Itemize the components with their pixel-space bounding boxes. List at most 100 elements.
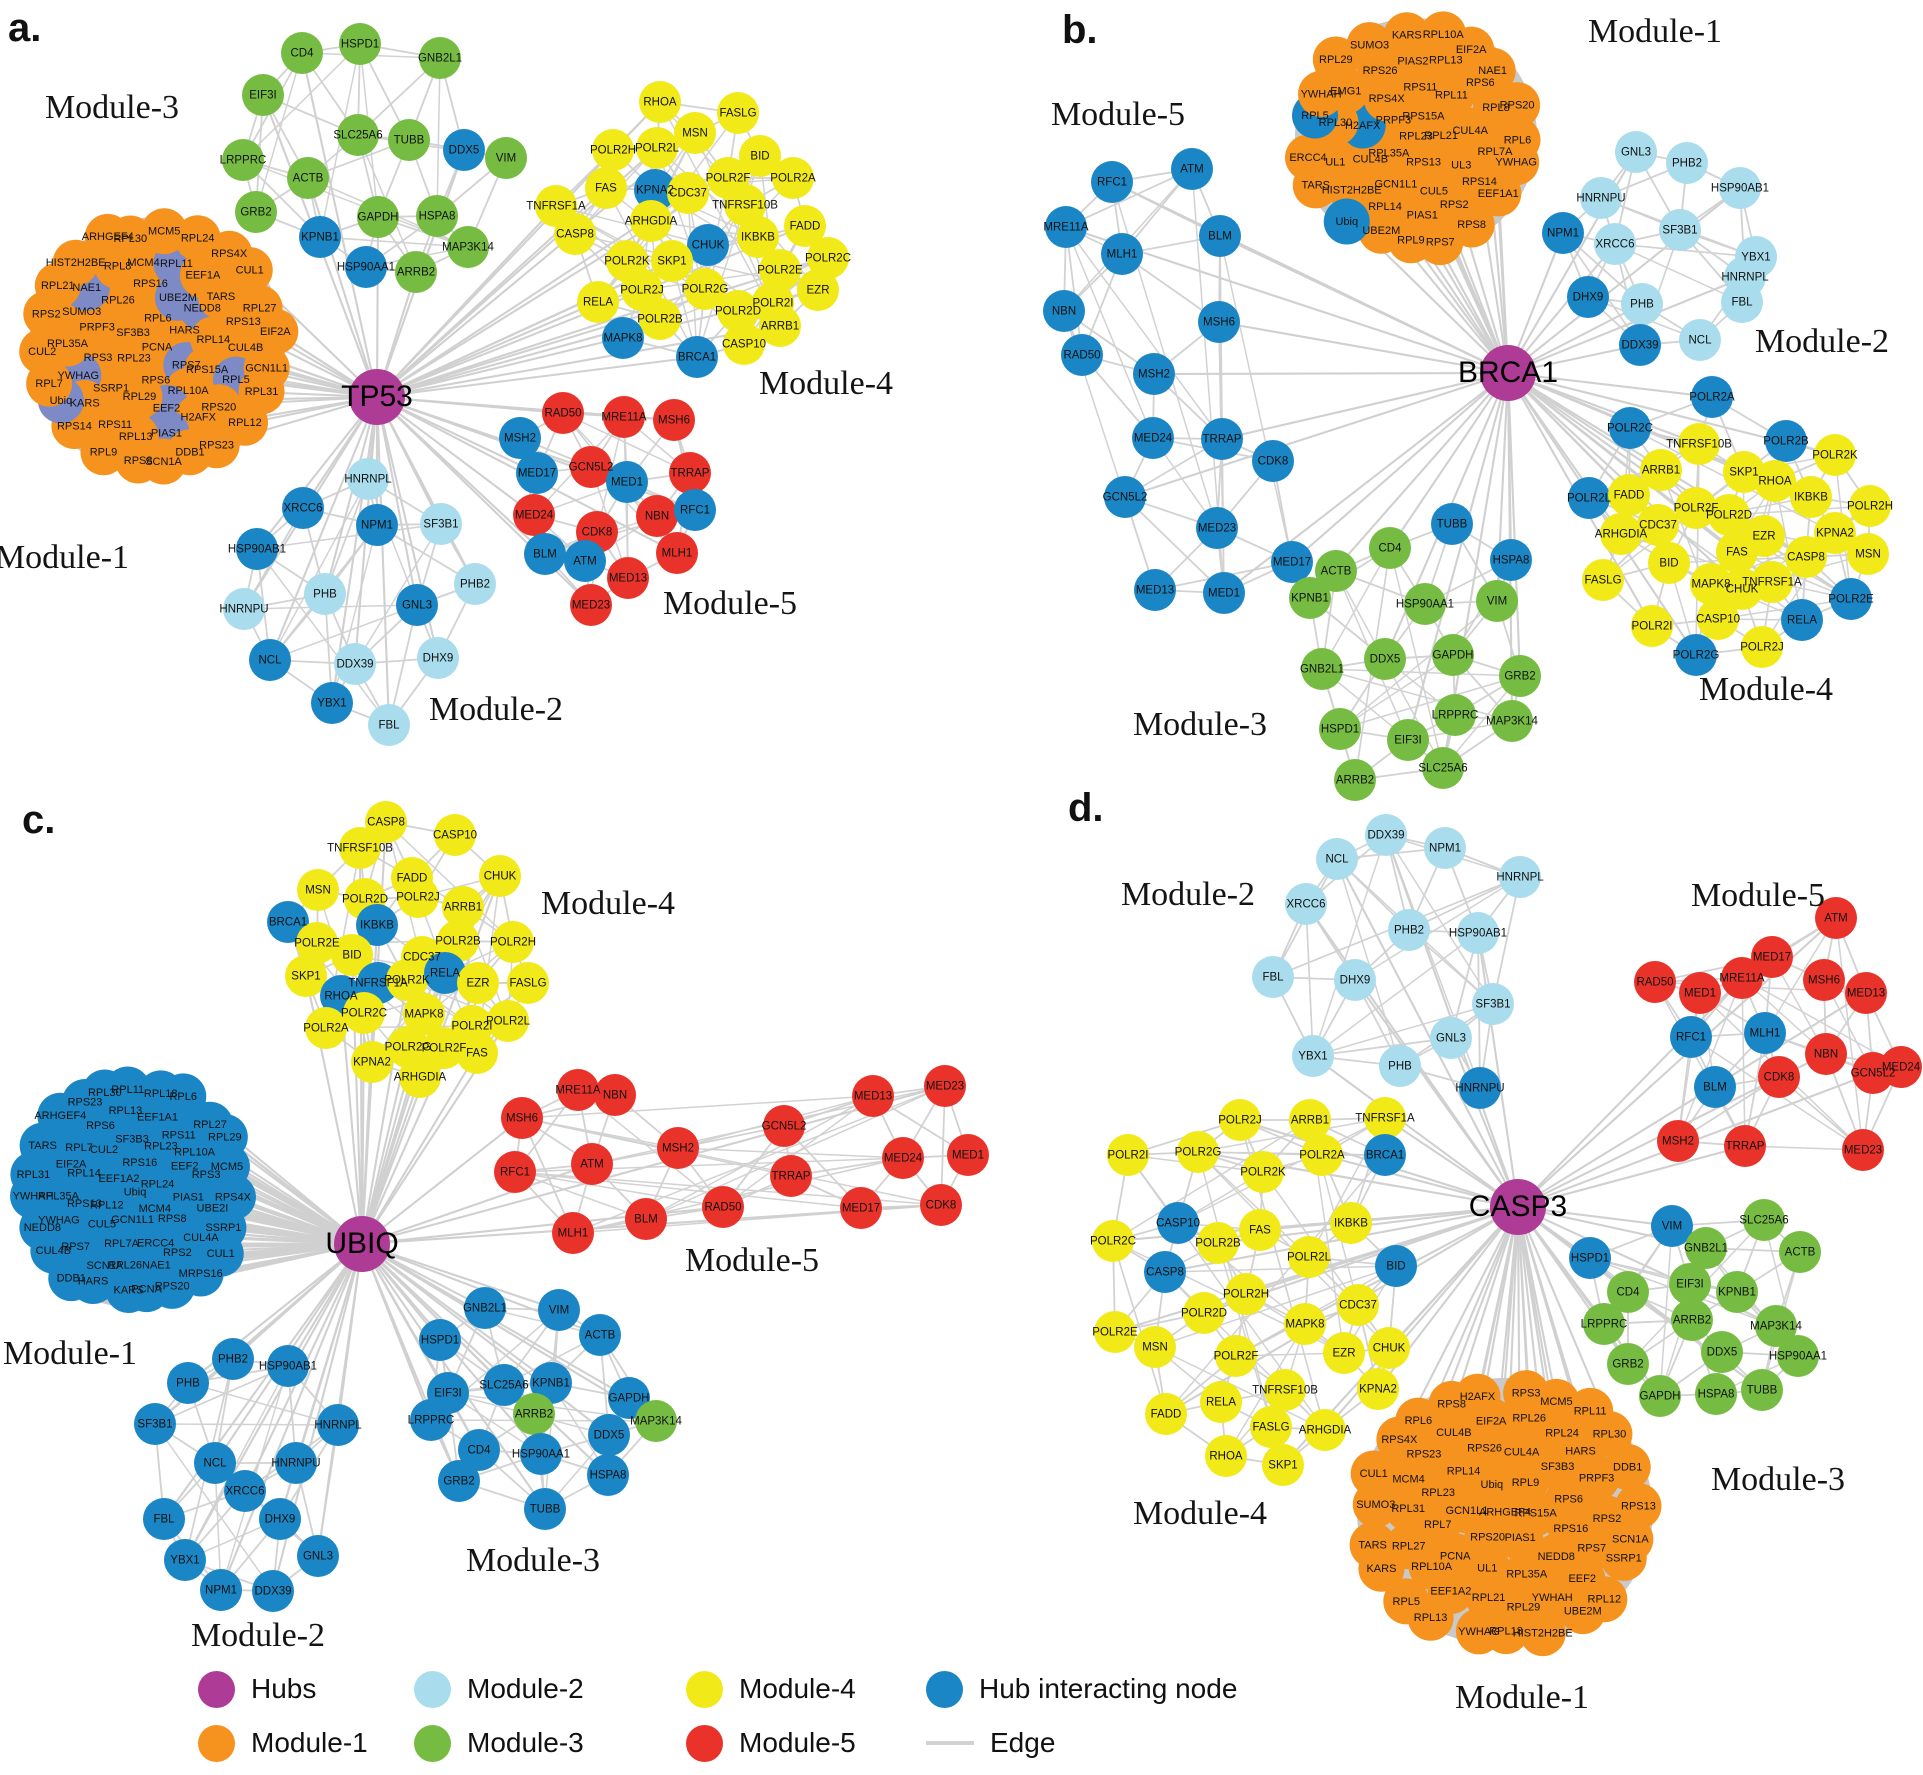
node-IKBKB [356,904,398,946]
node-ARRB1 [442,886,484,928]
node-label-POLR2J: POLR2J [1218,1115,1261,1127]
node-label-GCN5L2: GCN5L2 [569,462,614,474]
node-GNL3 [396,584,438,626]
edge [316,1243,364,1557]
node-label-MSH6: MSH6 [1808,975,1840,987]
node-label-RPL29: RPL29 [208,1131,242,1143]
node-MLH1 [1101,233,1143,275]
node-label-KPNB1: KPNB1 [301,232,339,244]
node-RPS8 [1428,1380,1475,1427]
node-label-MCM4: MCM4 [1392,1473,1424,1485]
node-label-MSH2: MSH2 [504,433,536,445]
node-SF3B1 [420,503,462,545]
node-label-EEF1A: EEF1A [186,270,222,282]
node-label-RPL6: RPL6 [169,1091,197,1103]
node-label-NCL: NCL [1688,335,1712,347]
node-MED13 [852,1075,894,1117]
hub-label-TP53: TP53 [341,380,413,413]
node-label-RELA: RELA [1787,615,1817,627]
node-FAS [585,167,627,209]
node-label-POLR2D: POLR2D [1181,1308,1227,1320]
node-label-RPS4X: RPS4X [211,248,248,260]
node-label-ARRB2: ARRB2 [1336,775,1374,787]
panel-letter-b: b. [1062,8,1098,52]
node-MSH2 [499,417,541,459]
node-label-UL1: UL1 [1477,1562,1497,1574]
node-label-POLR2K: POLR2K [384,975,430,987]
node-label-RPS11: RPS11 [162,1129,196,1141]
node-DDX39 [334,643,376,685]
node-EIF3I [1387,719,1429,761]
node-label-RPS4X: RPS4X [215,1192,252,1204]
legend-item-hub-interacting-node: Hub interacting node [926,1670,1356,1708]
node-YBX1 [1292,1035,1334,1077]
node-label-PIAS1: PIAS1 [1505,1532,1536,1544]
node-label-IKBKB: IKBKB [741,232,775,244]
node-label-NAE1: NAE1 [1478,65,1507,77]
node-PHB2 [1388,909,1430,951]
node-label-CHUK: CHUK [1726,584,1759,596]
node-FAS [1239,1209,1281,1251]
node-label-VIM: VIM [496,153,516,165]
node-label-ARHGEF4: ARHGEF4 [1479,1506,1531,1518]
legend-label: Module-2 [467,1673,584,1704]
node-DDX5 [588,1414,630,1456]
node-label-RHOA: RHOA [324,991,358,1003]
node-POLR2A [305,1007,347,1049]
node-label-HNRNPU: HNRNPU [1576,193,1625,205]
node-label-YBX1: YBX1 [170,1555,199,1567]
legend-item-module-5: Module-5 [686,1724,926,1762]
node-HNRNPU [1459,1067,1501,1109]
node-MED1 [947,1134,989,1176]
node-YBX1 [164,1539,206,1581]
node-RPL14 [1440,1447,1487,1494]
node-label-MRE11A: MRE11A [555,1085,600,1097]
node-label-RPS6: RPS6 [1466,77,1495,89]
node-POLR2L [1568,477,1610,519]
node-label-NEDD8: NEDD8 [24,1222,61,1234]
node-label-POLR2B: POLR2B [435,936,481,948]
node-LRPPRC [1583,1303,1625,1345]
node-label-KPNB1: KPNB1 [1718,1287,1756,1299]
node-label-TNFRSF10B: TNFRSF10B [1252,1385,1318,1397]
node-MAPK8 [1690,563,1732,605]
node-label-RPS4X: RPS4X [1369,93,1406,105]
edge [521,1095,874,1119]
node-label-GAPDH: GAPDH [1640,1391,1681,1403]
node-label-SF3B1: SF3B1 [423,519,458,531]
node-label-DDX39: DDX39 [1367,830,1404,842]
node-label-YBX1: YBX1 [1298,1051,1327,1063]
edge [376,301,599,398]
node-label-EIF3I: EIF3I [249,90,276,102]
node-MSN [297,869,339,911]
node-label-POLR2L: POLR2L [635,143,680,155]
node-label-NBN: NBN [645,511,669,523]
node-label-RPS20: RPS20 [155,1280,190,1292]
node-BRCA1 [676,336,718,378]
node-NCL [194,1442,236,1484]
node-label-HSPD1: HSPD1 [1321,724,1359,736]
node-label-RPS2: RPS2 [1440,199,1469,211]
node-TNFRSF10B [1678,423,1720,465]
node-label-GAPDH: GAPDH [358,212,399,224]
module-label-module-3: Module-3 [1711,1461,1845,1498]
node-label-EEF2: EEF2 [153,402,181,414]
node-FASLG [507,962,549,1004]
node-CD4 [458,1429,500,1471]
legend-item-module-1: Module-1 [198,1724,414,1762]
node-label-HIST2H2BE: HIST2H2BE [1513,1628,1573,1640]
node-VIM [485,137,527,179]
node-CASP10 [1157,1202,1199,1244]
node-MED24 [1132,417,1174,459]
node-label-HNRNPL: HNRNPL [1721,272,1769,284]
node-label-PRPF3: PRPF3 [79,322,114,334]
node-HSPD1 [339,23,381,65]
node-label-SF3B1: SF3B1 [1662,225,1697,237]
node-label-RPL7: RPL7 [1424,1519,1452,1531]
legend-label: Edge [990,1727,1056,1758]
node-label-RPL26: RPL26 [101,295,135,307]
node-IKBKB [737,216,779,258]
node-POLR2G [1177,1131,1219,1173]
node-POLR2K [1242,1151,1284,1193]
node-POLR2C [807,237,849,279]
